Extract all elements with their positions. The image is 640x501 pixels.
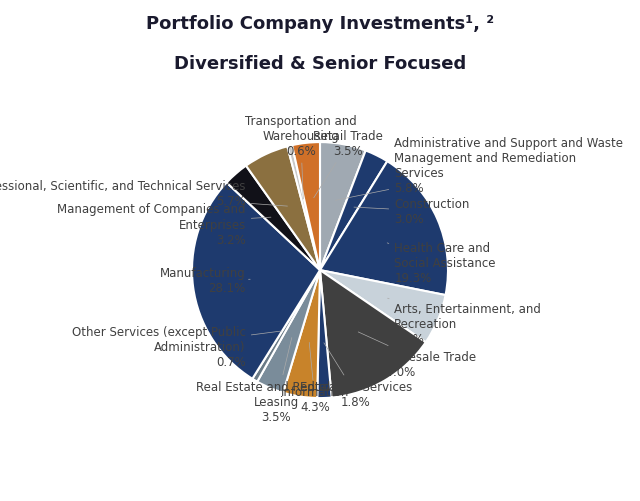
Wedge shape — [320, 271, 426, 398]
Text: Wholesale Trade
14.0%: Wholesale Trade 14.0% — [358, 332, 476, 378]
Text: Education Services
1.8%: Education Services 1.8% — [300, 343, 412, 408]
Text: Portfolio Company Investments¹, ²: Portfolio Company Investments¹, ² — [146, 15, 494, 33]
Wedge shape — [292, 143, 320, 271]
Text: Health Care and
Social Assistance
19.3%: Health Care and Social Assistance 19.3% — [387, 241, 496, 285]
Text: Arts, Entertainment, and
Recreation
6.4%: Arts, Entertainment, and Recreation 6.4% — [388, 299, 541, 346]
Wedge shape — [227, 166, 320, 271]
Text: Professional, Scientific, and Technical Services
5.7%: Professional, Scientific, and Technical … — [0, 180, 287, 208]
Text: Diversified & Senior Focused: Diversified & Senior Focused — [174, 55, 466, 73]
Wedge shape — [252, 271, 320, 382]
Text: Manufacturing
28.1%: Manufacturing 28.1% — [160, 267, 250, 295]
Wedge shape — [320, 162, 448, 296]
Text: Management of Companies and
Enterprises
3.2%: Management of Companies and Enterprises … — [57, 203, 271, 246]
Wedge shape — [246, 147, 320, 271]
Text: Transportation and
Warehousing
0.6%: Transportation and Warehousing 0.6% — [245, 115, 356, 199]
Text: Construction
3.0%: Construction 3.0% — [354, 198, 470, 226]
Text: Information
4.3%: Information 4.3% — [281, 343, 349, 413]
Wedge shape — [320, 151, 387, 271]
Wedge shape — [320, 143, 365, 271]
Wedge shape — [317, 271, 332, 398]
Text: Real Estate and Rental and
Leasing
3.5%: Real Estate and Rental and Leasing 3.5% — [196, 338, 356, 423]
Text: Administrative and Support and Waste
Management and Remediation
Services
5.8%: Administrative and Support and Waste Man… — [335, 137, 623, 201]
Text: Retail Trade
3.5%: Retail Trade 3.5% — [313, 130, 383, 198]
Wedge shape — [287, 146, 320, 271]
Wedge shape — [257, 271, 320, 393]
Wedge shape — [320, 271, 445, 343]
Wedge shape — [283, 271, 320, 398]
Wedge shape — [192, 183, 320, 379]
Text: Other Services (except Public
Administration)
0.7%: Other Services (except Public Administra… — [72, 326, 282, 369]
